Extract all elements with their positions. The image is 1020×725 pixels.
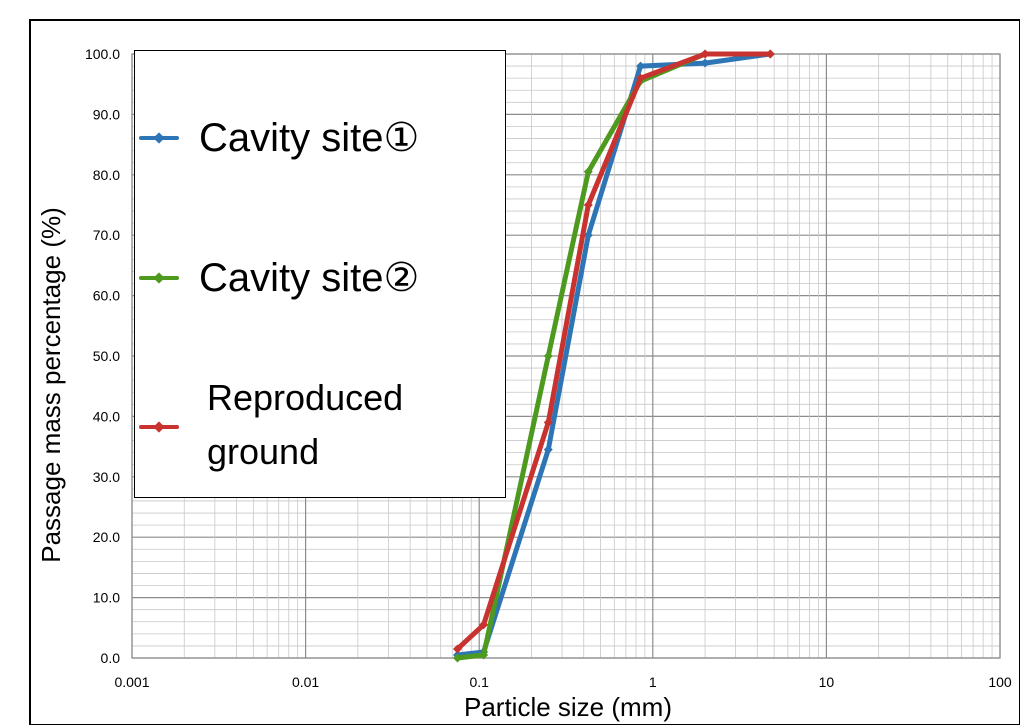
data-point	[453, 644, 463, 654]
legend-item-reproduced-ground: Reproduced ground	[135, 369, 507, 489]
legend-label-cavity-site-1: Cavity site①	[199, 116, 420, 160]
data-point	[543, 417, 553, 427]
x-axis-title: Particle size (mm)	[464, 692, 672, 722]
y-tick-label: 30.0	[93, 469, 120, 485]
data-point	[543, 351, 553, 361]
data-point	[583, 200, 593, 210]
x-tick-label: 10	[819, 674, 835, 690]
legend-marker-reproduced-ground	[153, 421, 165, 433]
x-tick-label: 0.1	[469, 674, 489, 690]
y-axis-title: Passage mass percentage (%)	[36, 207, 66, 563]
y-tick-label: 10.0	[93, 590, 120, 606]
y-tick-label: 0.0	[101, 650, 121, 666]
data-point	[700, 49, 710, 59]
series-lines	[453, 49, 775, 663]
y-tick-label: 60.0	[93, 288, 120, 304]
x-tick-label: 0.001	[114, 674, 149, 690]
series-3	[453, 49, 775, 654]
legend-marker-cavity-site-1	[153, 132, 165, 144]
data-point	[583, 167, 593, 177]
outer-border	[29, 19, 1020, 725]
legend: Cavity site① Cavity site② Reproduced gro…	[134, 50, 506, 498]
data-point	[765, 49, 775, 59]
data-point	[583, 230, 593, 240]
legend-item-cavity-site-2: Cavity site②	[135, 247, 507, 307]
data-point	[636, 73, 646, 83]
legend-label-reproduced-ground: Reproduced ground	[207, 377, 404, 472]
data-point	[636, 61, 646, 71]
legend-marker-cavity-site-2	[153, 272, 165, 284]
x-tick-label: 100	[988, 674, 1012, 690]
legend-label-cavity-site-2: Cavity site②	[199, 256, 420, 300]
x-tick-label: 1	[649, 674, 657, 690]
x-tick-label: 0.01	[292, 674, 319, 690]
data-point	[479, 620, 489, 630]
data-point	[543, 445, 553, 455]
legend-item-cavity-site-1: Cavity site①	[135, 107, 507, 167]
y-tick-label: 80.0	[93, 167, 120, 183]
plot-area-border	[131, 53, 1001, 659]
y-tick-label: 90.0	[93, 106, 120, 122]
tick-labels: 0.010.020.030.040.050.060.070.080.090.01…	[85, 46, 1012, 690]
data-point	[479, 650, 489, 660]
y-tick-label: 50.0	[93, 348, 120, 364]
data-point	[700, 58, 710, 68]
y-tick-label: 70.0	[93, 227, 120, 243]
y-tick-label: 20.0	[93, 529, 120, 545]
y-tick-label: 40.0	[93, 408, 120, 424]
data-point	[453, 653, 463, 663]
y-tick-label: 100.0	[85, 46, 120, 62]
